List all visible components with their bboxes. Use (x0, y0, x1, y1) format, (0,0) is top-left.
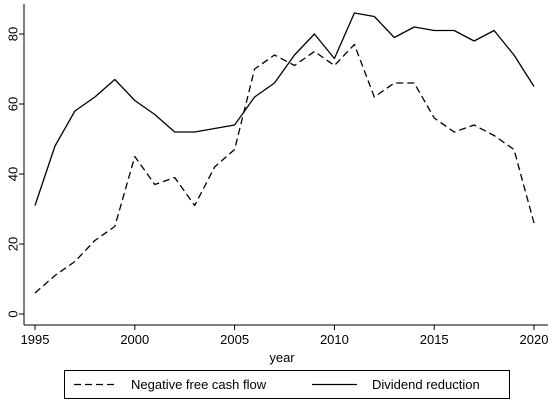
x-tick-label-1995: 1995 (21, 332, 50, 347)
y-tick-label-40: 40 (6, 167, 21, 181)
y-tick-label-20: 20 (6, 237, 21, 251)
y-tick-label-60: 60 (6, 97, 21, 111)
x-tick-label-2015: 2015 (420, 332, 449, 347)
legend-label-negative-free-cash-flow: Negative free cash flow (131, 377, 267, 392)
y-tick-label-80: 80 (6, 27, 21, 41)
legend: Negative free cash flow Dividend reducti… (65, 371, 510, 399)
y-tick-label-0: 0 (6, 310, 21, 317)
legend-label-dividend-reduction: Dividend reduction (372, 377, 480, 392)
x-tick-label-2020: 2020 (520, 332, 549, 347)
x-tick-label-2005: 2005 (220, 332, 249, 347)
x-tick-label-2010: 2010 (320, 332, 349, 347)
x-axis-title: year (269, 350, 295, 365)
x-tick-label-2000: 2000 (120, 332, 149, 347)
